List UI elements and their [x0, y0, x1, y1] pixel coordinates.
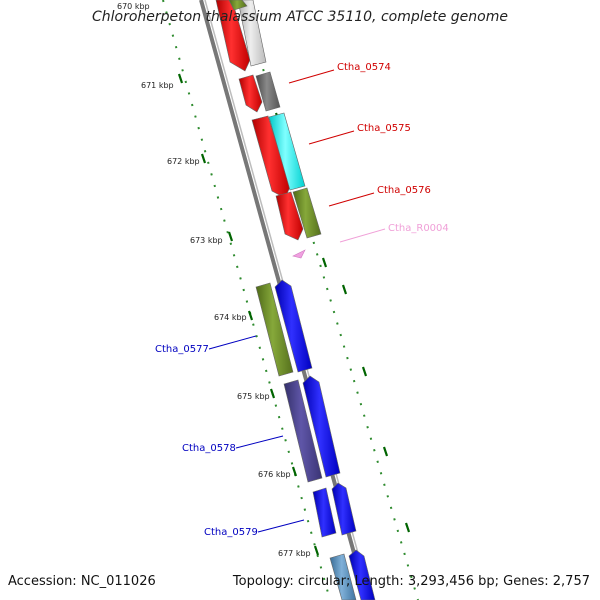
gene-arrow-ctha-0577-olive[interactable] — [255, 282, 294, 377]
kbp-label-673: 673 kbp — [190, 236, 223, 245]
gene-label-ctha-0579[interactable]: Ctha_0579 — [204, 527, 258, 538]
gene-arrow-gray-light[interactable] — [237, 0, 267, 67]
accession-text: Accession: NC_011026 — [8, 574, 156, 589]
gene-arrow-ctha-0577[interactable] — [274, 279, 313, 373]
gene-features-reverse — [255, 279, 376, 600]
gene-arrow-ctha-0574-gray[interactable] — [255, 71, 281, 112]
gene-arrow-ctha-0579[interactable] — [331, 482, 357, 536]
leader-lines — [208, 69, 386, 533]
leader-line-ctha-r0004 — [339, 228, 386, 243]
leader-line-ctha-0579 — [257, 519, 305, 533]
gene-label-ctha-0576[interactable]: Ctha_0576 — [377, 185, 431, 196]
gene-arrow-ctha-0575-cyan[interactable] — [268, 112, 306, 191]
gene-arrow-ctha-0573[interactable] — [215, 0, 251, 72]
kbp-label-677: 677 kbp — [278, 549, 311, 558]
gene-arrow-ctha-0578-slate[interactable] — [283, 379, 323, 483]
gene-label-ctha-0578[interactable]: Ctha_0578 — [182, 443, 236, 454]
leader-line-ctha-0577 — [208, 335, 257, 350]
leader-line-ctha-0576 — [328, 192, 375, 207]
gene-label-ctha-r0004[interactable]: Ctha_R0004 — [388, 223, 449, 234]
kbp-label-672: 672 kbp — [167, 157, 200, 166]
gc-track-right — [242, 0, 419, 600]
gene-arrow-ctha-0579-a[interactable] — [312, 487, 337, 538]
gene-arrow-blue-bottom[interactable] — [348, 549, 376, 600]
genome-summary-text: Topology: circular; Length: 3,293,456 bp… — [232, 574, 590, 589]
gene-label-ctha-0575[interactable]: Ctha_0575 — [357, 123, 411, 134]
gene-features-middle — [228, 0, 322, 259]
gene-label-ctha-0577[interactable]: Ctha_0577 — [155, 344, 209, 355]
gene-arrow-steel[interactable] — [329, 553, 357, 600]
leader-line-ctha-0578 — [235, 435, 284, 449]
kbp-label-670: 670 kbp — [117, 2, 150, 11]
leader-line-ctha-0575 — [308, 130, 355, 145]
gene-arrow-ctha-0575[interactable] — [251, 115, 291, 199]
kbp-label-674: 674 kbp — [214, 313, 247, 322]
gene-label-ctha-0574[interactable]: Ctha_0574 — [337, 62, 391, 73]
gene-arrow-ctha-0578[interactable] — [302, 375, 341, 478]
gene-arrow-ctha-0576-olive[interactable] — [292, 187, 322, 239]
gene-arrow-ctha-0574[interactable] — [238, 74, 263, 113]
kbp-label-671: 671 kbp — [141, 81, 174, 90]
leader-line-ctha-0574 — [288, 69, 335, 84]
kbp-label-675: 675 kbp — [237, 392, 270, 401]
genome-title: Chloroherpeton thalassium ATCC 35110, co… — [92, 9, 508, 25]
gene-arrow-olive-top[interactable] — [228, 0, 248, 11]
kbp-ticks — [177, 30, 411, 556]
gene-features-forward — [215, 0, 304, 241]
rna-marker-ctha-r0004[interactable] — [292, 249, 306, 259]
gene-arrow-ctha-0576[interactable] — [275, 191, 304, 241]
kbp-label-676: 676 kbp — [258, 470, 291, 479]
